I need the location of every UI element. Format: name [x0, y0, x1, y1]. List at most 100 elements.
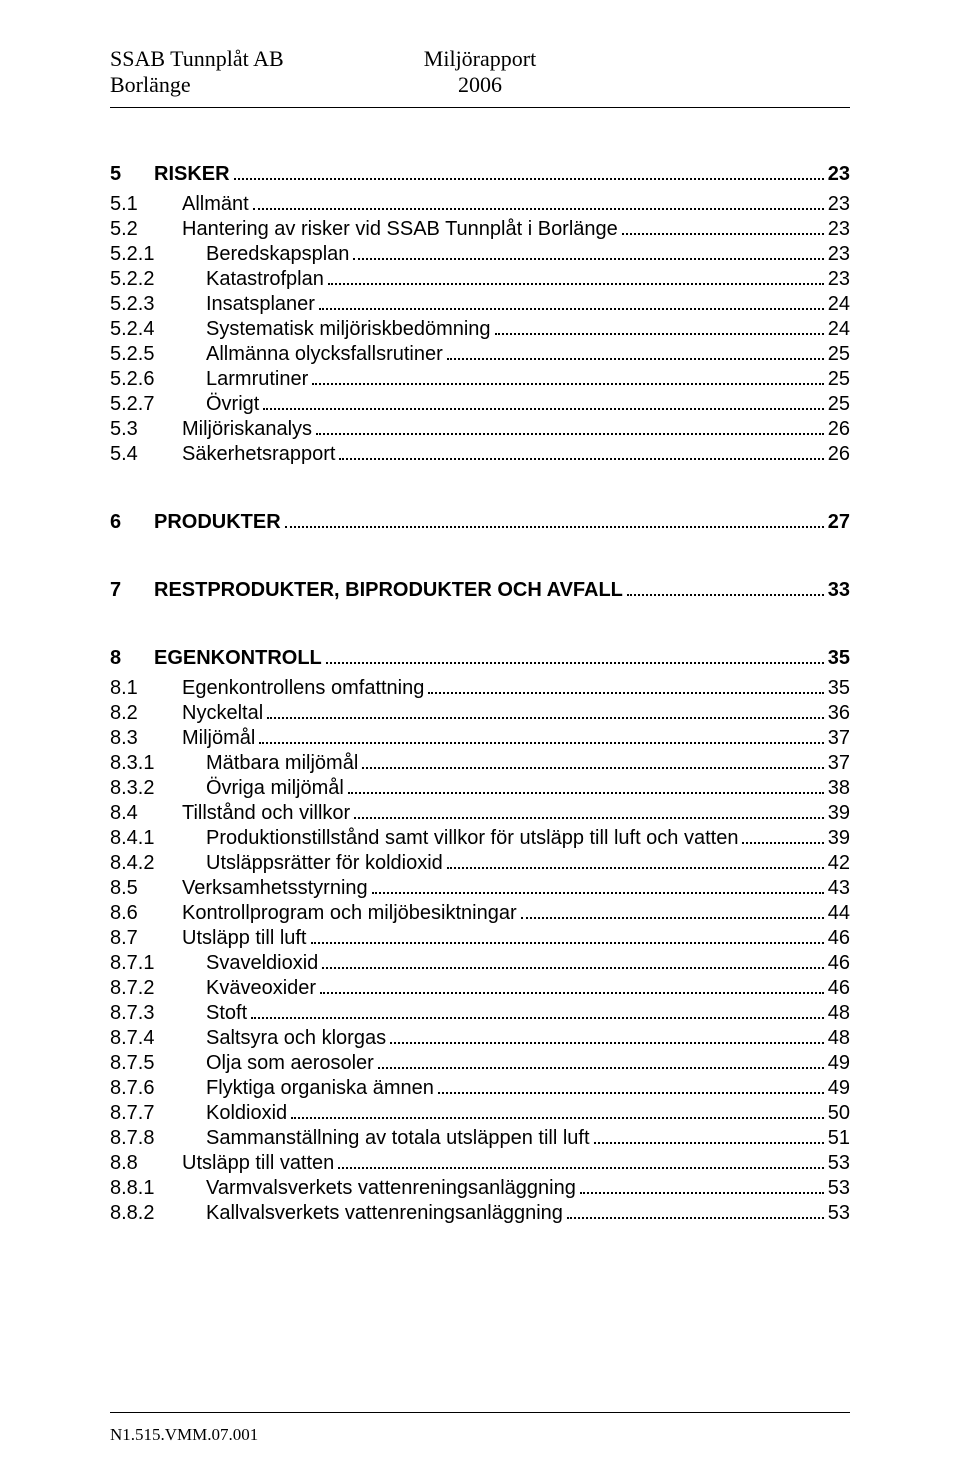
toc-row: 8.3.2Övriga miljömål38 [110, 776, 850, 800]
toc-page-number: 46 [828, 951, 850, 975]
toc-page-number: 53 [828, 1176, 850, 1200]
toc-entry: 5.2.3Insatsplaner24 [110, 292, 850, 316]
toc-leader-dots [348, 778, 824, 794]
toc-leader-dots [495, 319, 824, 335]
toc-leader-dots [742, 828, 823, 844]
toc-label: Koldioxid [206, 1101, 287, 1125]
toc-label: Allmänna olycksfallsrutiner [206, 342, 443, 366]
toc-label: Flyktiga organiska ämnen [206, 1076, 434, 1100]
toc-number: 6 [110, 510, 154, 534]
toc-leader-dots [320, 978, 824, 994]
toc-leader-dots [328, 269, 824, 285]
toc-leader-dots [253, 194, 824, 210]
toc-page-number: 39 [828, 826, 850, 850]
toc-row: 8.7.7Koldioxid50 [110, 1101, 850, 1125]
toc-number: 8.3 [110, 726, 182, 750]
toc-leader-dots [322, 953, 823, 969]
toc-leader-dots [316, 419, 824, 435]
toc-entry: 8.8.2Kallvalsverkets vattenreningsanlägg… [110, 1201, 850, 1225]
toc-number: 8.7 [110, 926, 182, 950]
toc-entry: 5RISKER23 [110, 162, 850, 186]
header-location: Borlänge [110, 72, 284, 98]
toc-entry: 8EGENKONTROLL35 [110, 646, 850, 670]
toc-entry: 8.7.8Sammanställning av totala utsläppen… [110, 1126, 850, 1150]
toc-page-number: 25 [828, 367, 850, 391]
toc-entry: 7RESTPRODUKTER, BIPRODUKTER OCH AVFALL33 [110, 578, 850, 602]
toc-number: 7 [110, 578, 154, 602]
toc-number: 8.6 [110, 901, 182, 925]
toc-leader-dots [354, 803, 824, 819]
page-footer: N1.515.VMM.07.001 [110, 1402, 850, 1445]
toc-label: Svaveldioxid [206, 951, 318, 975]
toc-row: 8.7.1Svaveldioxid 46 [110, 951, 850, 975]
toc-number: 8.8.2 [110, 1201, 206, 1225]
header-left: SSAB Tunnplåt AB Borlänge [110, 46, 284, 99]
toc-row: 7RESTPRODUKTER, BIPRODUKTER OCH AVFALL33 [110, 578, 850, 602]
toc-row: 5.1Allmänt23 [110, 192, 850, 216]
header-report-title: Miljörapport [424, 46, 536, 72]
toc-page-number: 23 [828, 267, 850, 291]
toc-row: 8.7.6Flyktiga organiska ämnen49 [110, 1076, 850, 1100]
toc-row: 8.7.4Saltsyra och klorgas48 [110, 1026, 850, 1050]
toc-entry: 5.2.7Övrigt25 [110, 392, 850, 416]
page: SSAB Tunnplåt AB Borlänge Miljörapport 2… [0, 0, 960, 1481]
toc-number: 8.4 [110, 801, 182, 825]
toc-row: 8.3.1Mätbara miljömål37 [110, 751, 850, 775]
toc-leader-dots [285, 512, 824, 528]
toc-leader-dots [447, 344, 824, 360]
toc-entry: 8.8.1Varmvalsverkets vattenreningsanlägg… [110, 1176, 850, 1200]
toc-leader-dots [311, 928, 824, 944]
toc-leader-dots [447, 853, 824, 869]
toc-row: 6PRODUKTER27 [110, 510, 850, 534]
table-of-contents: 5RISKER23 5.1Allmänt235.2Hantering av ris… [110, 162, 850, 1225]
toc-leader-dots [390, 1028, 824, 1044]
toc-leader-dots [259, 728, 823, 744]
toc-page-number: 25 [828, 392, 850, 416]
toc-leader-dots [234, 164, 824, 180]
toc-label: Övrigt [206, 392, 259, 416]
toc-number: 8.8.1 [110, 1176, 206, 1200]
toc-entry: 5.2.2Katastrofplan23 [110, 267, 850, 291]
toc-number: 8.7.1 [110, 951, 206, 975]
toc-number: 8.8 [110, 1151, 182, 1175]
toc-row: 5.2.1Beredskapsplan23 [110, 242, 850, 266]
toc-page-number: 46 [828, 926, 850, 950]
toc-row: 5.2.2Katastrofplan23 [110, 267, 850, 291]
toc-leader-dots [627, 580, 824, 596]
toc-number: 5.2.5 [110, 342, 206, 366]
toc-row: 8EGENKONTROLL35 [110, 646, 850, 670]
toc-label: Utsläpp till luft [182, 926, 307, 950]
toc-page-number: 23 [828, 192, 850, 216]
toc-row: 8.2Nyckeltal36 [110, 701, 850, 725]
toc-leader-dots [438, 1078, 824, 1094]
toc-number: 8.7.5 [110, 1051, 206, 1075]
toc-row: 8.1Egenkontrollens omfattning35 [110, 676, 850, 700]
toc-entry: 8.7.7Koldioxid50 [110, 1101, 850, 1125]
toc-number: 8.5 [110, 876, 182, 900]
toc-number: 8.3.2 [110, 776, 206, 800]
toc-leader-dots [319, 294, 824, 310]
toc-page-number: 44 [828, 901, 850, 925]
toc-row: 8.8Utsläpp till vatten53 [110, 1151, 850, 1175]
toc-page-number: 24 [828, 317, 850, 341]
toc-leader-dots [291, 1103, 824, 1119]
header-center: Miljörapport 2006 [424, 46, 536, 99]
toc-label: Stoft [206, 1001, 247, 1025]
toc-leader-dots [362, 753, 823, 769]
toc-label: Säkerhetsrapport [182, 442, 335, 466]
toc-page-number: 38 [828, 776, 850, 800]
toc-page-number: 24 [828, 292, 850, 316]
toc-label: Larmrutiner [206, 367, 308, 391]
toc-number: 8.7.3 [110, 1001, 206, 1025]
toc-number: 5.3 [110, 417, 182, 441]
toc-number: 8.7.8 [110, 1126, 206, 1150]
toc-leader-dots [339, 444, 823, 460]
toc-entry: 5.2Hantering av risker vid SSAB Tunnplåt… [110, 217, 850, 241]
toc-number: 8.2 [110, 701, 182, 725]
toc-label: Olja som aerosoler [206, 1051, 374, 1075]
toc-entry: 6PRODUKTER27 [110, 510, 850, 534]
toc-row: 8.4.1Produktionstillstånd samt villkor f… [110, 826, 850, 850]
toc-label: Kontrollprogram och miljöbesiktningar [182, 901, 517, 925]
toc-page-number: 23 [828, 162, 850, 186]
toc-entry: 5.4Säkerhetsrapport26 [110, 442, 850, 466]
